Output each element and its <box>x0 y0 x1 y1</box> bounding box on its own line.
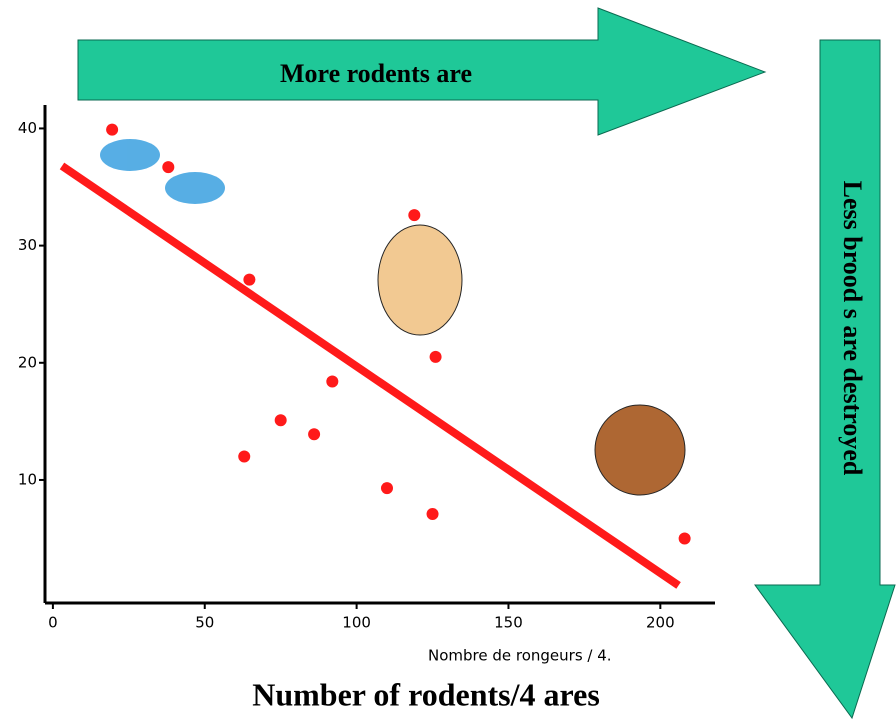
point <box>238 450 251 463</box>
bird <box>100 139 160 171</box>
point <box>408 209 421 222</box>
cartoons <box>100 139 686 496</box>
point <box>243 273 256 286</box>
x-tick-label: 100 <box>342 614 371 632</box>
weasel <box>377 224 463 336</box>
x-label: Number of rodents/4 ares <box>252 676 600 712</box>
point <box>426 507 439 520</box>
right-arrow <box>77 7 767 136</box>
down-arrow <box>754 39 896 720</box>
x-tick-label: 200 <box>646 614 675 632</box>
point <box>380 482 393 495</box>
y-tick-label: 10 <box>18 470 37 488</box>
x-tick-label: 0 <box>48 614 58 632</box>
rodent <box>594 404 686 496</box>
x-tick-label: 150 <box>494 614 523 632</box>
side-arrow-text: Less brood s are destroyed <box>838 181 867 476</box>
trend-line <box>59 162 681 589</box>
y-tick-label: 20 <box>18 353 37 371</box>
point <box>162 161 175 174</box>
point <box>326 375 339 388</box>
y-tick-label: 40 <box>18 119 37 137</box>
x-label-small: Nombre de rongeurs / 4. <box>428 647 612 665</box>
point <box>678 532 691 545</box>
y-tick-label: 30 <box>18 236 37 254</box>
point <box>274 414 287 427</box>
bird <box>165 172 225 204</box>
point <box>106 123 119 136</box>
x-tick-label: 50 <box>195 614 214 632</box>
point <box>308 428 321 441</box>
point <box>429 350 442 363</box>
top-arrow-text: More rodents are <box>280 59 472 88</box>
